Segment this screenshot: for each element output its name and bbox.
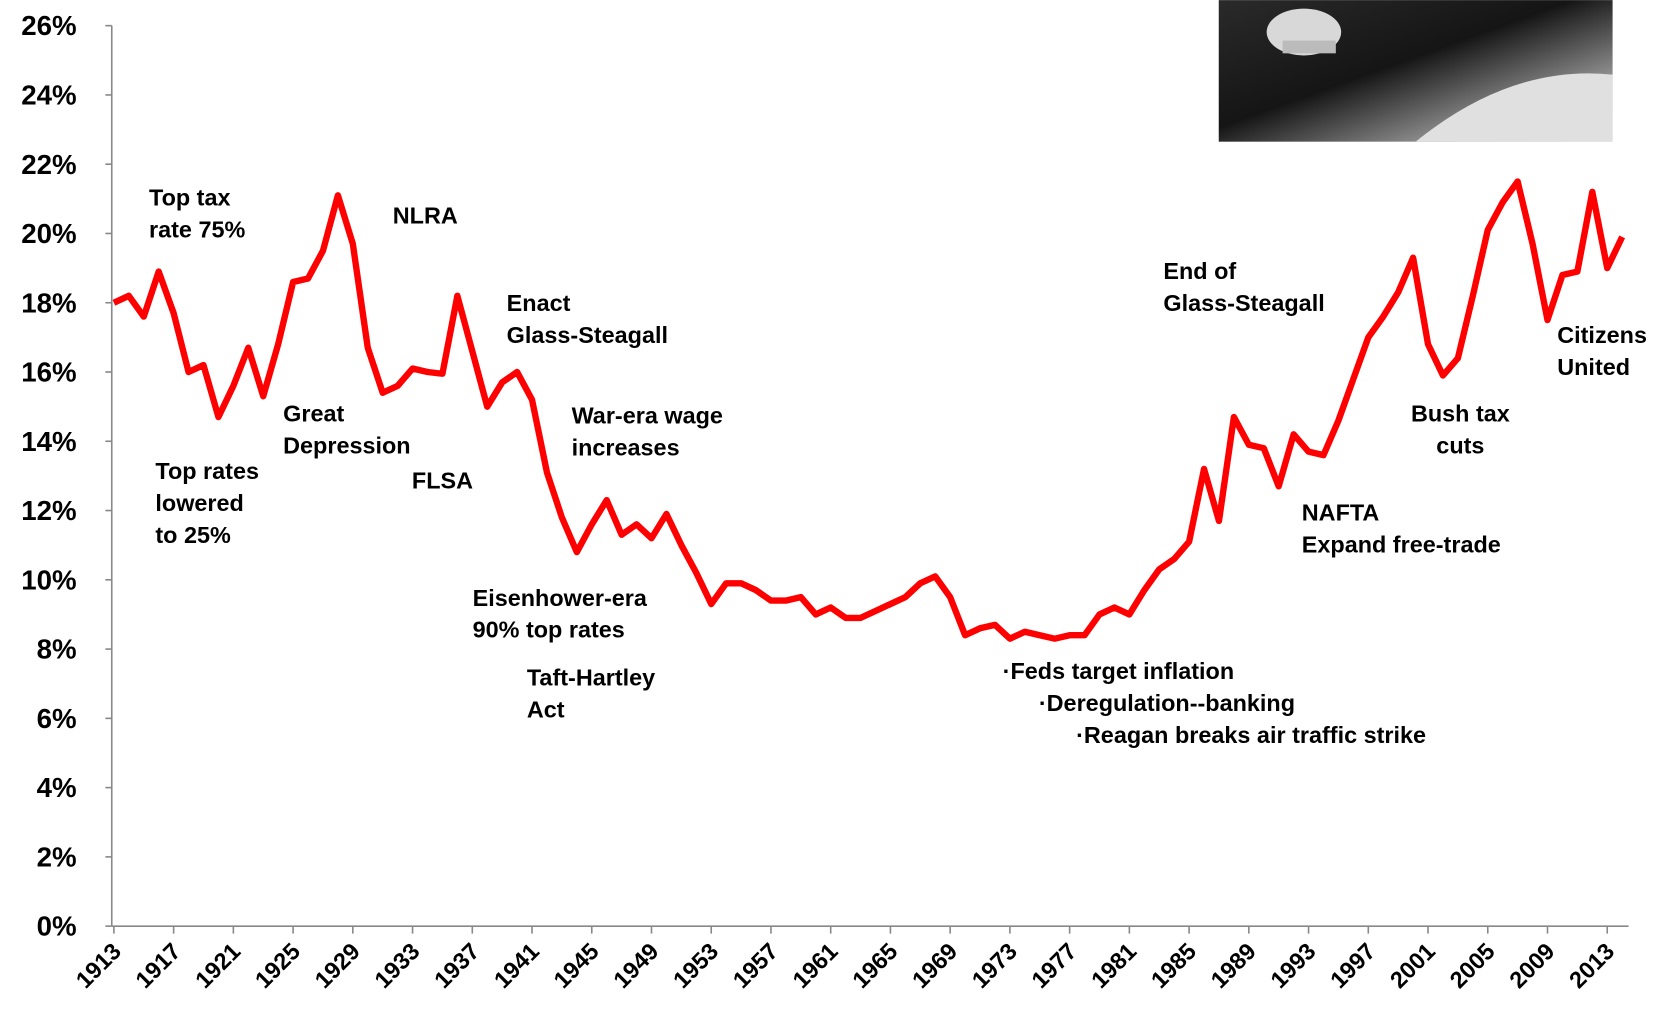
annotation: Depression bbox=[283, 433, 410, 459]
annotation: ·Feds target inflation bbox=[1003, 658, 1234, 684]
x-tick-label: 1945 bbox=[549, 938, 604, 993]
annotation: Bush tax bbox=[1411, 401, 1510, 427]
y-tick-label: 22% bbox=[21, 149, 76, 180]
annotation: United bbox=[1557, 354, 1630, 380]
annotation: Glass-Steagall bbox=[1163, 290, 1324, 316]
x-tick-label: 1925 bbox=[250, 938, 305, 993]
x-tick-label: 1977 bbox=[1026, 938, 1081, 993]
x-tick-label: 1953 bbox=[668, 938, 723, 993]
x-tick-label: 1929 bbox=[310, 938, 365, 993]
x-tick-label: 1985 bbox=[1146, 938, 1201, 993]
annotation: lowered bbox=[155, 490, 243, 516]
x-tick-label: 1949 bbox=[608, 938, 663, 993]
x-tick-label: 1913 bbox=[71, 938, 126, 993]
annotation: War-era wage bbox=[572, 403, 723, 429]
annotation: Glass-Steagall bbox=[507, 322, 668, 348]
y-tick-label: 14% bbox=[21, 426, 76, 457]
x-tick-label: 1921 bbox=[190, 938, 245, 993]
annotation: Eisenhower-era bbox=[473, 585, 648, 611]
annotation: Top tax bbox=[149, 185, 230, 211]
y-tick-label: 12% bbox=[21, 495, 76, 526]
y-tick-label: 4% bbox=[37, 772, 77, 803]
y-tick-label: 24% bbox=[21, 80, 76, 111]
annotation: cuts bbox=[1436, 433, 1484, 459]
photo bbox=[1218, 0, 1613, 142]
data-line bbox=[112, 178, 1626, 642]
annotation: to 25% bbox=[155, 522, 231, 548]
annotation: rate 75% bbox=[149, 216, 245, 242]
annotation: Taft-Hartley bbox=[527, 665, 655, 691]
annotation: ·Deregulation--banking bbox=[1039, 690, 1295, 716]
annotation: ·Reagan breaks air traffic strike bbox=[1076, 722, 1426, 748]
annotation: Top rates bbox=[155, 458, 259, 484]
y-tick-label: 26% bbox=[21, 10, 76, 41]
y-tick-label: 10% bbox=[21, 564, 76, 595]
y-tick-label: 2% bbox=[37, 841, 77, 872]
annotation: Act bbox=[527, 697, 565, 723]
x-tick-label: 1965 bbox=[847, 938, 902, 993]
x-tick-label: 1981 bbox=[1086, 938, 1141, 993]
annotation: NLRA bbox=[393, 203, 458, 229]
annotation: Citizens bbox=[1557, 322, 1647, 348]
annotation: Great bbox=[283, 401, 344, 427]
annotation: increases bbox=[572, 435, 680, 461]
x-tick-label: 1997 bbox=[1325, 938, 1380, 993]
x-tick-label: 1957 bbox=[728, 938, 783, 993]
y-tick-label: 20% bbox=[21, 218, 76, 249]
y-tick-label: 6% bbox=[37, 703, 77, 734]
x-tick-label: 1973 bbox=[967, 938, 1022, 993]
x-tick-label: 1989 bbox=[1206, 938, 1261, 993]
x-tick-label: 2013 bbox=[1564, 938, 1619, 993]
annotation: 90% top rates bbox=[473, 617, 625, 643]
annotation: Enact bbox=[507, 290, 571, 316]
annotation: NAFTA bbox=[1302, 500, 1380, 526]
x-tick-label: 1969 bbox=[907, 938, 962, 993]
x-tick-label: 1941 bbox=[489, 938, 544, 993]
annotation: End of bbox=[1163, 258, 1236, 284]
x-tick-label: 1993 bbox=[1265, 938, 1320, 993]
annotation: FLSA bbox=[412, 468, 473, 494]
x-tick-label: 1937 bbox=[429, 938, 484, 993]
y-tick-label: 18% bbox=[21, 287, 76, 318]
x-tick-label: 1961 bbox=[788, 938, 843, 993]
y-tick-label: 8% bbox=[37, 634, 77, 665]
y-tick-label: 0% bbox=[37, 911, 77, 942]
x-tick-label: 2009 bbox=[1504, 938, 1559, 993]
x-tick-label: 1917 bbox=[130, 938, 185, 993]
x-tick-label: 2001 bbox=[1385, 938, 1440, 993]
y-tick-label: 16% bbox=[21, 357, 76, 388]
x-tick-label: 1933 bbox=[369, 938, 424, 993]
x-tick-label: 2005 bbox=[1445, 938, 1500, 993]
annotation: Expand free-trade bbox=[1302, 532, 1501, 558]
